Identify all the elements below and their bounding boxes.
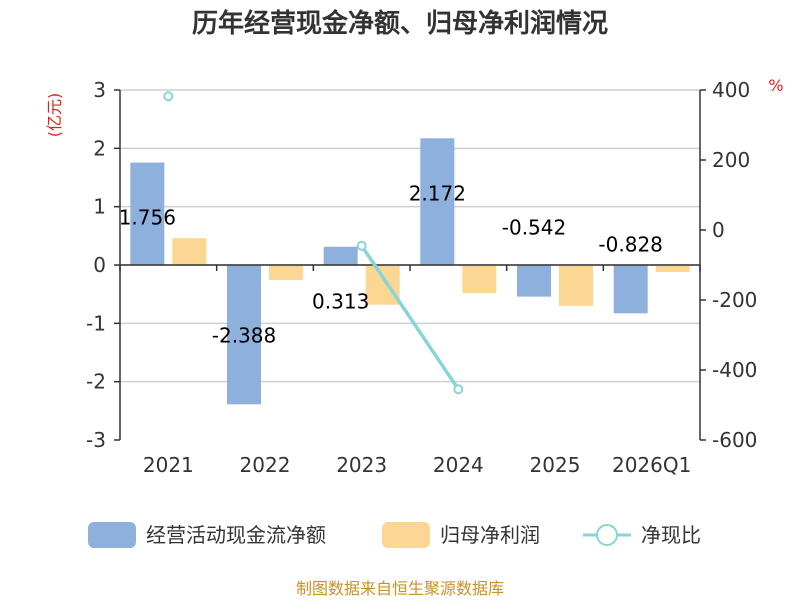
left-tick-label: -3 [86, 428, 106, 452]
ratio-point [356, 240, 367, 251]
cashflow-data-label: 0.313 [312, 290, 369, 314]
right-tick-label: -200 [712, 288, 757, 312]
cashflow-data-label: -0.542 [502, 216, 566, 240]
ratio-line [163, 91, 464, 395]
cashflow-data-label: 1.756 [119, 206, 176, 230]
net-profit-bar [559, 265, 593, 306]
legend-label: 净现比 [641, 523, 701, 547]
bars [130, 138, 690, 405]
category-label: 2024 [433, 453, 484, 477]
left-axis-unit: (亿元) [45, 93, 64, 138]
net-profit-bar [655, 265, 690, 272]
category-label: 2022 [240, 453, 291, 477]
data-labels: 1.756 -2.388 0.313 2.172 -0.542 -0.828 [119, 181, 663, 347]
right-axis-unit: % [768, 76, 783, 95]
ratio-point [453, 384, 464, 395]
cashflow-bar [130, 162, 165, 265]
left-tick-label: -2 [86, 370, 106, 394]
left-tick-label: 0 [93, 253, 106, 277]
legend-swatch [382, 522, 430, 548]
left-tick-label: -1 [86, 311, 106, 335]
right-tick-label: -400 [712, 358, 757, 382]
net-profit-bar [462, 265, 497, 293]
category-label: 2025 [530, 453, 581, 477]
ratio-point [163, 91, 174, 102]
net-profit-bar [172, 238, 207, 265]
right-tick-label: 0 [712, 218, 725, 242]
left-tick-label: 2 [93, 136, 106, 160]
net-profit-bar [365, 265, 400, 305]
right-tick-label: 200 [712, 148, 750, 172]
axes: 3 2 1 0 -1 -2 -3 400 200 0 -200 -400 -600 2021 2022 202… [86, 78, 757, 477]
source-note: 制图数据来自恒生聚源数据库 [296, 579, 504, 598]
category-label: 2021 [143, 453, 194, 477]
cashflow-bar [420, 138, 455, 265]
legend-marker [596, 524, 618, 546]
right-tick-label: -600 [712, 428, 757, 452]
left-tick-label: 3 [93, 78, 106, 102]
chart-title: 历年经营现金净额、归母净利润情况 [192, 8, 608, 39]
left-tick-label: 1 [93, 195, 106, 219]
net-profit-bar [269, 265, 303, 281]
legend: 经营活动现金流净额 归母净利润 净现比 [88, 522, 701, 548]
legend-label: 经营活动现金流净额 [146, 523, 326, 547]
cashflow-bar [227, 265, 261, 405]
cashflow-bar [323, 246, 358, 265]
legend-label: 归母净利润 [440, 523, 540, 547]
cashflow-bar [517, 265, 551, 297]
category-label: 2023 [336, 453, 387, 477]
cashflow-bar [613, 265, 648, 314]
cashflow-data-label: -2.388 [212, 323, 276, 347]
cashflow-data-label: -0.828 [598, 232, 662, 256]
cashflow-data-label: 2.172 [409, 181, 466, 205]
ratio-line-segment [360, 244, 460, 391]
legend-swatch [88, 522, 136, 548]
right-tick-label: 400 [712, 78, 750, 102]
category-label: 2026Q1 [612, 453, 691, 477]
